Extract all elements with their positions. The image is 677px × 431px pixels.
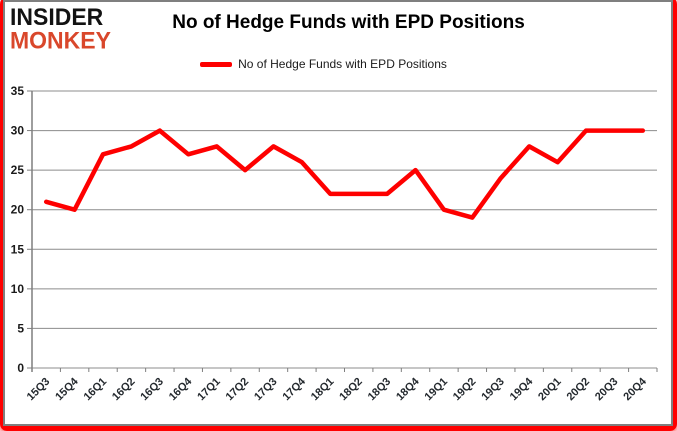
- x-tick-label: 20Q2: [565, 376, 593, 404]
- x-tick-label: 16Q2: [110, 376, 138, 404]
- x-tick-label: 18Q4: [394, 375, 422, 403]
- y-tick-label: 20: [11, 203, 25, 217]
- x-tick-label: 20Q3: [593, 376, 621, 404]
- logo-text-insider: INSIDER: [10, 2, 104, 30]
- x-tick-label: 18Q3: [366, 376, 394, 404]
- y-tick-label: 10: [11, 282, 25, 296]
- y-tick-label: 15: [11, 242, 25, 256]
- x-tick-label: 16Q3: [138, 376, 166, 404]
- legend: No of Hedge Funds with EPD Positions: [0, 57, 647, 71]
- chart-panel: [3, 0, 673, 426]
- series-line: [43, 128, 646, 220]
- x-tick-label: 17Q4: [280, 375, 308, 403]
- y-tick-label: 30: [11, 124, 25, 138]
- x-tick-label: 19Q1: [423, 376, 451, 404]
- x-tick-label: 19Q4: [508, 375, 536, 403]
- x-tick-label: 15Q3: [25, 376, 53, 404]
- x-tick-label: 15Q4: [53, 375, 81, 403]
- y-tick-label: 35: [11, 84, 25, 98]
- x-tick-label: 17Q1: [195, 376, 223, 404]
- y-tick-label: 0: [17, 361, 24, 375]
- x-tick-label: 17Q3: [252, 376, 280, 404]
- logo-text-monkey: MONKEY: [10, 26, 111, 54]
- chart-title: No of Hedge Funds with EPD Positions: [172, 12, 525, 33]
- x-tick-label: 19Q2: [451, 376, 479, 404]
- x-tick-label: 20Q4: [621, 375, 649, 403]
- y-tick-label: 5: [17, 321, 24, 335]
- x-tick-label: 16Q4: [167, 375, 195, 403]
- legend-label: No of Hedge Funds with EPD Positions: [238, 57, 447, 71]
- y-tick-label: 25: [11, 163, 25, 177]
- insider-monkey-logo: INSIDER MONKEY: [10, 2, 111, 54]
- x-tick-label: 16Q1: [82, 376, 110, 404]
- x-tick-label: 20Q1: [536, 376, 564, 404]
- x-tick-label: 17Q2: [224, 376, 252, 404]
- x-tick-label: 18Q1: [309, 376, 337, 404]
- legend-line-swatch: [200, 61, 233, 67]
- x-tick-label: 18Q2: [337, 376, 365, 404]
- x-tick-label: 19Q3: [479, 376, 507, 404]
